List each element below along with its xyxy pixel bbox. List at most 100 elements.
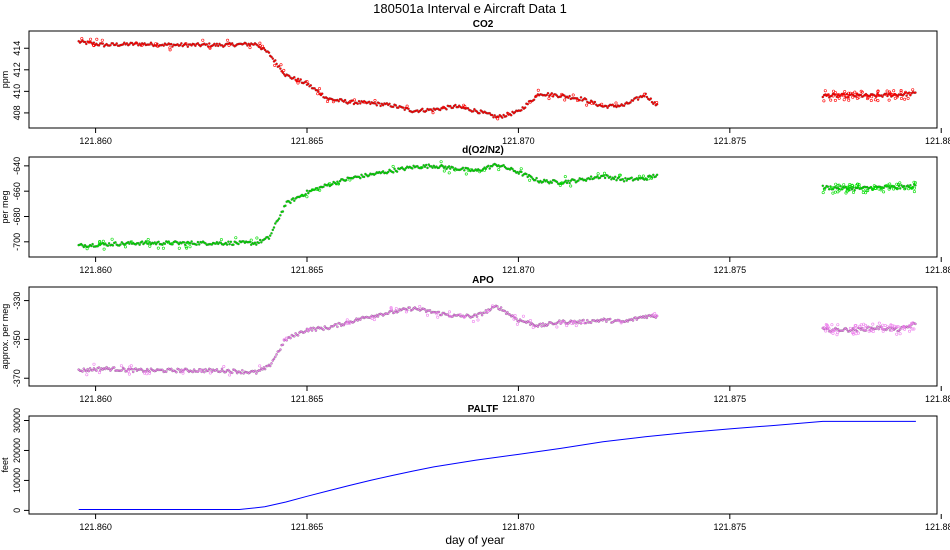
data-point	[126, 369, 130, 373]
data-point	[486, 309, 490, 313]
data-point	[95, 37, 99, 41]
data-point	[449, 104, 452, 108]
data-point	[550, 181, 554, 184]
data-point	[408, 306, 411, 309]
data-point	[271, 359, 274, 362]
data-point	[834, 182, 838, 186]
data-point	[411, 308, 414, 312]
data-point	[309, 84, 312, 87]
data-point	[215, 42, 219, 46]
data-point	[515, 322, 519, 326]
data-point	[267, 237, 271, 240]
data-point	[629, 101, 632, 104]
data-point	[374, 315, 377, 318]
data-point	[560, 181, 564, 185]
data-point	[635, 318, 639, 321]
data-point	[228, 373, 232, 377]
data-point	[845, 94, 849, 98]
data-point	[208, 371, 212, 375]
data-point	[445, 108, 448, 111]
data-point	[877, 321, 881, 325]
data-point	[871, 322, 875, 326]
data-point	[215, 368, 219, 371]
data-point	[157, 240, 160, 243]
data-point	[853, 324, 857, 328]
data-point	[573, 178, 576, 182]
data-point	[536, 325, 540, 328]
data-point	[898, 332, 902, 336]
data-point	[370, 316, 374, 320]
data-point	[348, 99, 352, 103]
data-point	[885, 325, 889, 329]
data-point	[362, 175, 366, 179]
data-point	[569, 184, 573, 188]
data-point	[442, 169, 446, 173]
data-point	[437, 166, 441, 169]
data-point	[532, 98, 536, 101]
data-point	[539, 322, 542, 326]
data-point	[832, 328, 836, 332]
data-point	[621, 177, 625, 181]
plot-frame	[28, 156, 938, 258]
data-point	[541, 180, 545, 184]
data-point	[394, 104, 397, 107]
data-point	[491, 113, 494, 117]
data-point	[874, 327, 878, 330]
data-point	[85, 247, 89, 251]
data-point	[503, 309, 507, 313]
data-point	[558, 319, 561, 322]
data-point	[889, 323, 893, 327]
data-point	[196, 42, 200, 45]
data-point	[359, 318, 362, 321]
data-point	[186, 45, 189, 48]
data-point	[882, 190, 886, 194]
data-point	[540, 325, 543, 328]
data-point	[872, 184, 876, 188]
data-point	[161, 243, 164, 246]
data-point	[867, 329, 871, 333]
data-point	[263, 48, 267, 52]
data-point	[359, 102, 362, 105]
data-point	[220, 367, 224, 371]
data-point	[909, 186, 913, 190]
x-tick-label: 121.880	[925, 265, 950, 275]
data-point	[479, 311, 482, 315]
data-point	[526, 102, 529, 106]
data-point	[844, 191, 848, 195]
data-point	[356, 319, 359, 322]
data-point	[253, 241, 257, 244]
data-point	[502, 163, 505, 167]
data-point	[879, 187, 883, 191]
data-point	[140, 368, 144, 372]
data-point	[154, 242, 158, 246]
data-point	[441, 164, 444, 168]
data-point	[887, 187, 891, 191]
data-point	[492, 116, 495, 119]
data-point	[178, 43, 182, 47]
data-point	[393, 167, 396, 170]
data-point	[196, 240, 200, 244]
data-point	[403, 108, 406, 112]
data-point	[352, 98, 356, 102]
data-point	[273, 63, 277, 67]
data-point	[422, 164, 425, 167]
y-tick-label: -700	[12, 233, 22, 251]
data-point	[143, 42, 146, 45]
data-point	[156, 44, 160, 48]
data-point	[854, 95, 858, 98]
data-point	[478, 111, 481, 115]
data-point	[914, 322, 917, 326]
data-point	[227, 240, 230, 243]
data-point	[512, 317, 516, 321]
data-point	[524, 106, 527, 109]
data-point	[244, 42, 248, 45]
data-point	[106, 244, 110, 247]
data-point	[81, 244, 84, 247]
data-point	[546, 323, 550, 326]
data-point	[631, 319, 635, 322]
data-point	[644, 314, 647, 317]
data-point	[528, 178, 532, 182]
data-point	[854, 332, 858, 336]
data-point	[463, 169, 466, 172]
data-point	[167, 241, 171, 245]
